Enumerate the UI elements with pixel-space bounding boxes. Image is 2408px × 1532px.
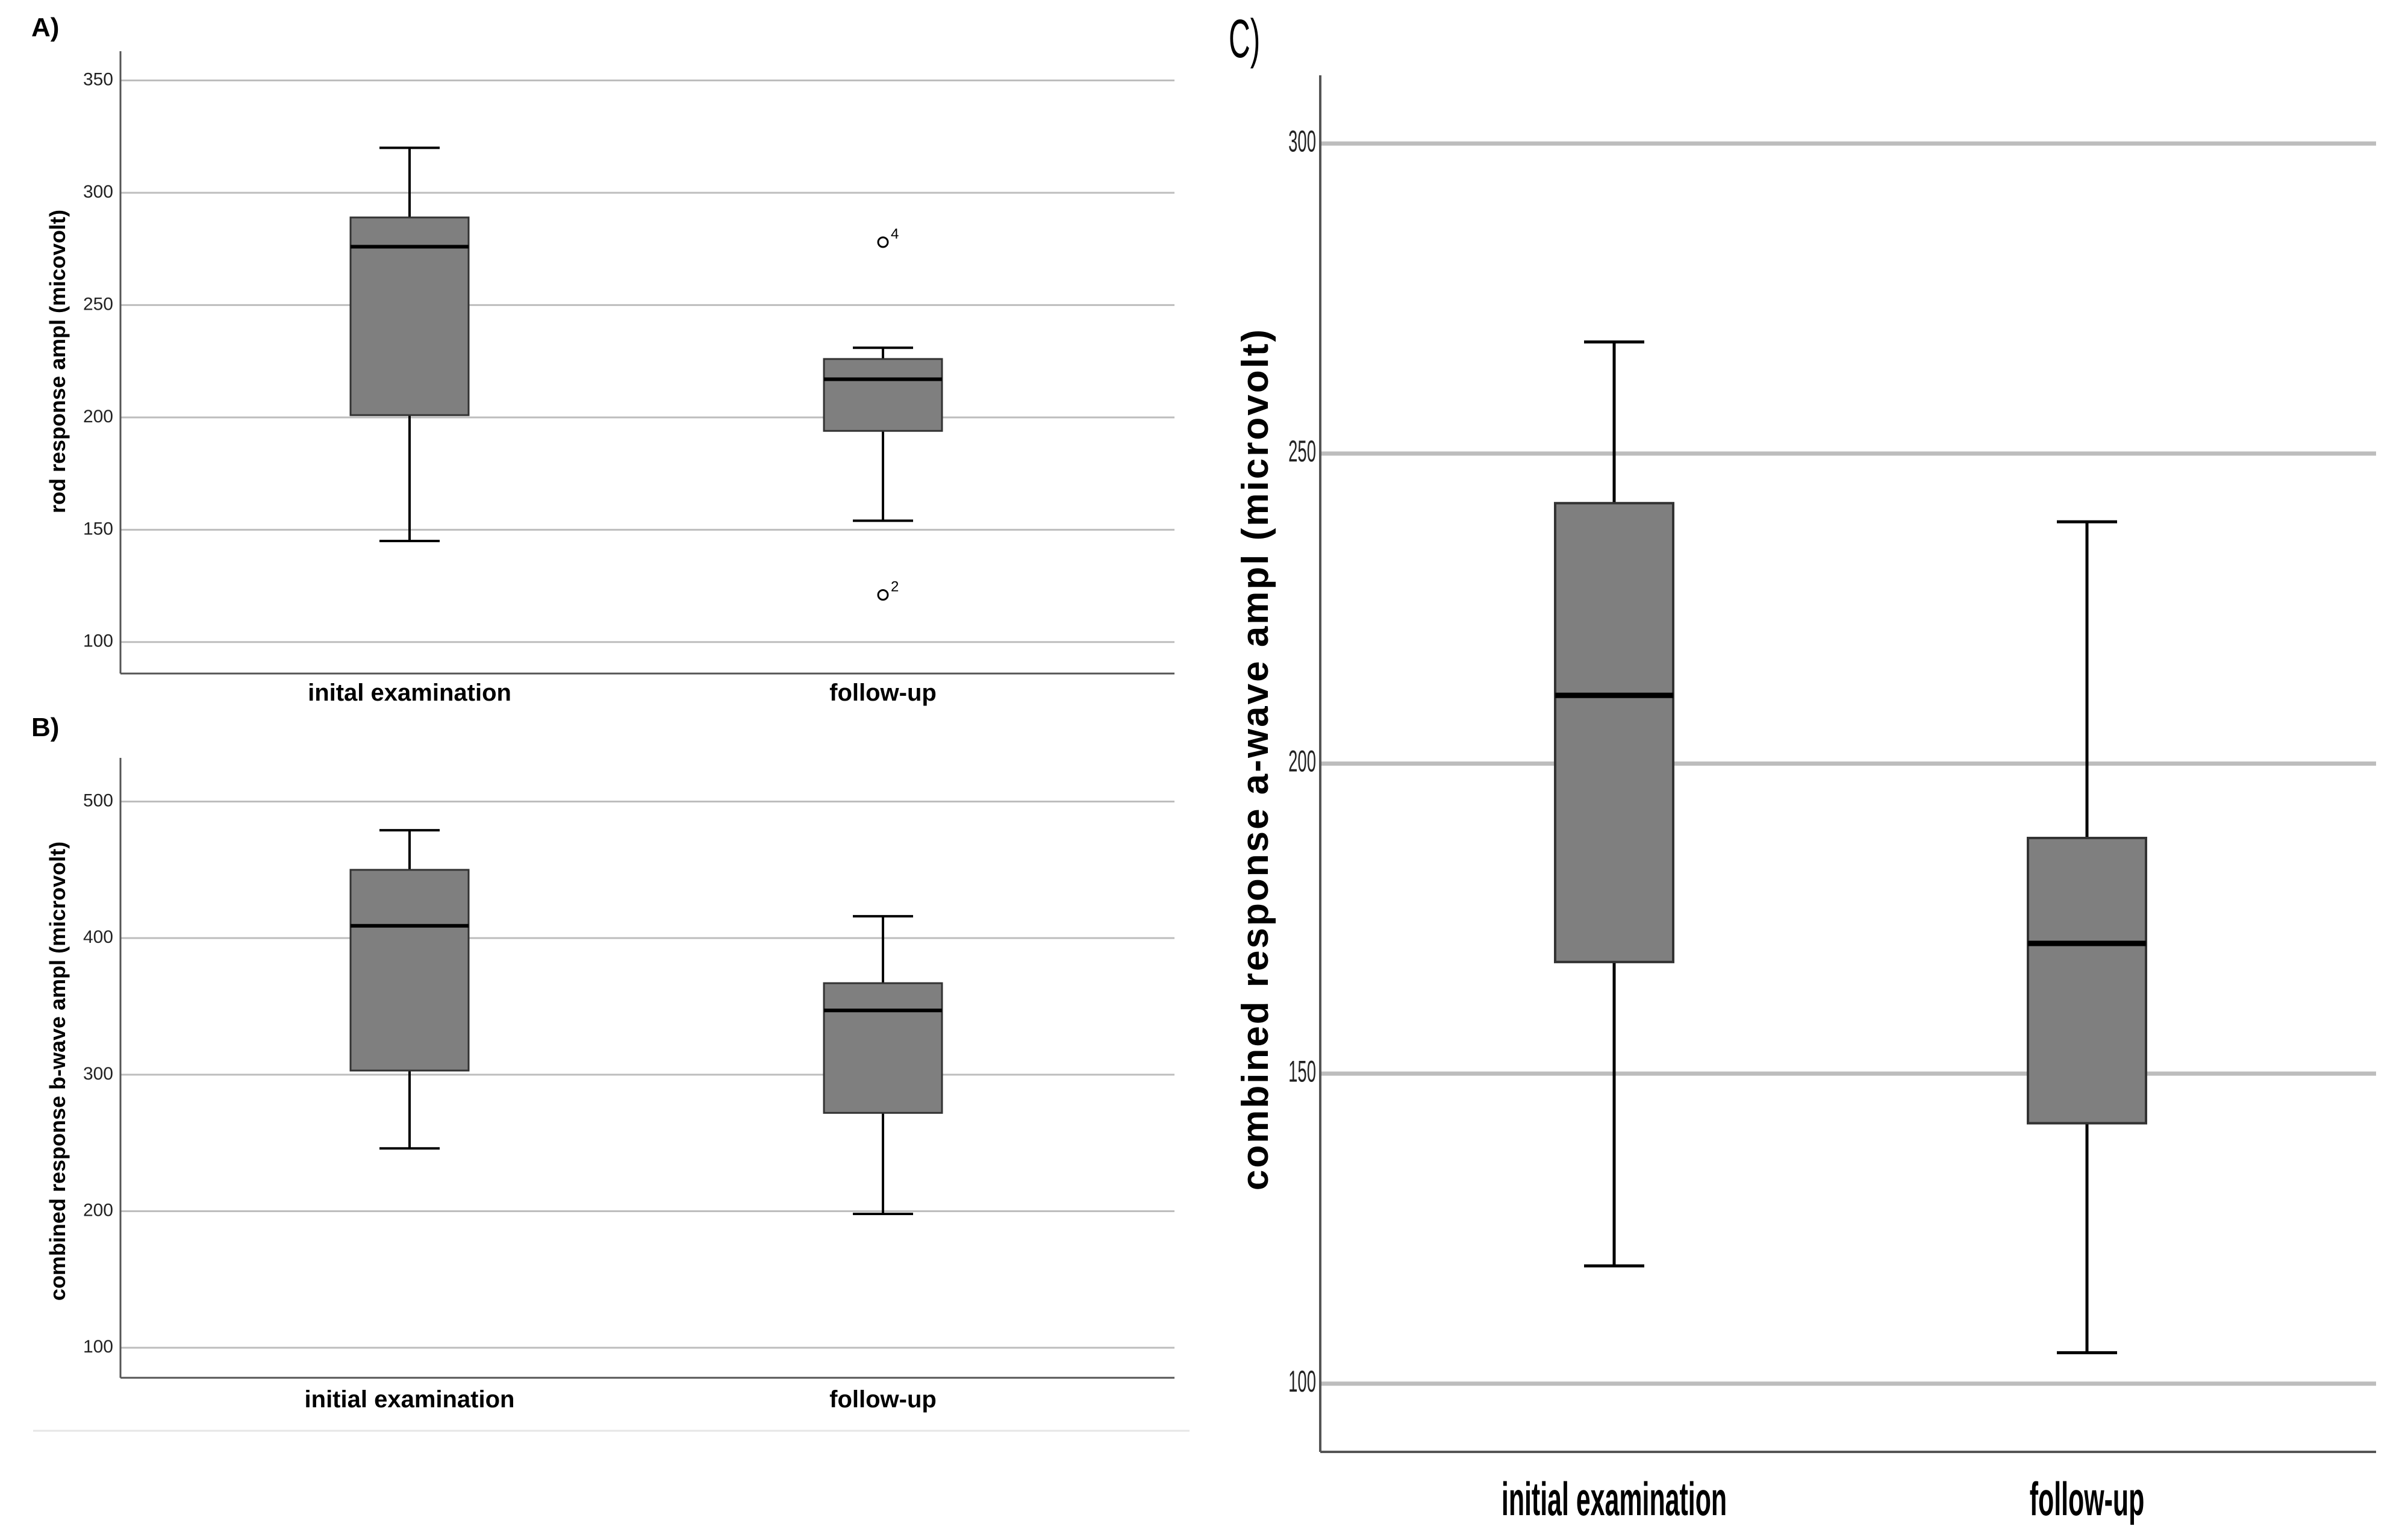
panel-label-b: B) — [31, 713, 59, 742]
outlier-label: 4 — [891, 226, 899, 242]
y-tick-label: 100 — [83, 1337, 113, 1357]
gridlines-c — [1320, 141, 2376, 1386]
category-labels-c: initial examination follow-up — [1502, 1474, 2144, 1526]
y-tick-label: 300 — [83, 1064, 113, 1084]
y-tick-label: 300 — [83, 182, 113, 202]
category-labels-b: initial examination follow-up — [305, 1386, 937, 1413]
y-tick-label: 200 — [83, 1200, 113, 1220]
category-label: inital examination — [308, 680, 511, 706]
y-axis-label-b: combined response b-wave ampl (microvolt… — [45, 842, 70, 1301]
gridlines-b — [120, 801, 1174, 1349]
y-axis-label-a: rod response ampl (micovolt) — [45, 210, 70, 513]
panel-label-c: C) — [1229, 8, 1260, 69]
y-tick-label: 100 — [1288, 1364, 1316, 1398]
box-iqr — [823, 358, 943, 432]
y-tick-label: 150 — [83, 519, 113, 539]
chart-panel-c: C) 100 150 200 250 300 initial examination fo… — [1229, 8, 2376, 1525]
category-label: initial examination — [1502, 1474, 1727, 1526]
axes-c — [1319, 75, 2376, 1453]
y-tick-label: 300 — [1288, 124, 1316, 158]
y-tick-label: 100 — [83, 631, 113, 651]
y-tick-label: 400 — [83, 927, 113, 947]
category-label: follow-up — [2030, 1474, 2145, 1526]
y-tick-labels-c: 100 150 200 250 300 — [1288, 124, 1316, 1399]
y-tick-label: 250 — [83, 294, 113, 314]
y-tick-label: 150 — [1288, 1054, 1316, 1088]
box-iqr — [349, 869, 470, 1072]
y-tick-label: 200 — [1288, 744, 1316, 778]
y-tick-labels-b: 100 200 300 400 500 — [83, 790, 113, 1357]
axes-a — [119, 51, 1174, 675]
y-tick-label: 200 — [83, 407, 113, 427]
category-label: initial examination — [305, 1386, 515, 1413]
category-label: follow-up — [829, 1386, 937, 1413]
y-tick-label: 500 — [83, 790, 113, 810]
boxplots-c — [1554, 340, 2147, 1354]
box-iqr — [349, 216, 470, 416]
y-tick-label: 250 — [1288, 434, 1316, 468]
box-iqr — [1554, 502, 1674, 963]
y-tick-labels-a: 100 150 200 250 300 350 — [83, 69, 113, 651]
category-labels-a: inital examination follow-up — [308, 680, 937, 706]
outlier-point — [877, 589, 889, 601]
boxplots-b — [349, 829, 943, 1216]
box-iqr — [823, 982, 943, 1114]
y-axis-label-c: combined response a-wave ampl (microvolt… — [1235, 328, 1276, 1190]
chart-panel-b: B) 100 200 300 400 500 initial examination fo… — [31, 713, 1174, 1413]
y-tick-label: 350 — [83, 69, 113, 89]
boxplots-a: 42 — [349, 146, 943, 601]
outlier-label: 2 — [891, 578, 899, 595]
panel-label-a: A) — [31, 13, 59, 42]
gridlines-a — [120, 79, 1174, 643]
box-iqr — [2027, 837, 2147, 1125]
category-label: follow-up — [829, 680, 937, 706]
axes-b — [119, 758, 1174, 1379]
outlier-point — [877, 236, 889, 248]
